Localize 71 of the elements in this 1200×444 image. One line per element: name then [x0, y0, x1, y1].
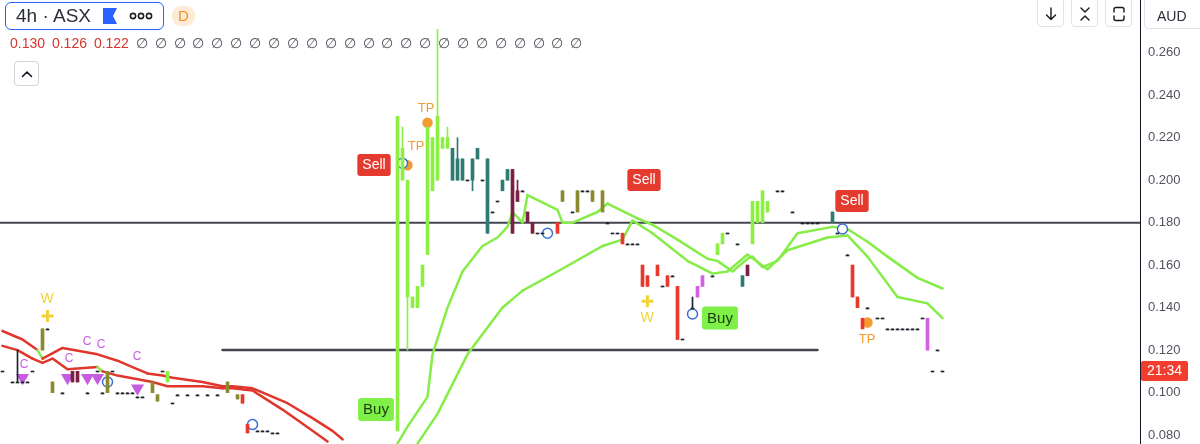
- y-tick-label: 0.140: [1148, 299, 1181, 315]
- annotation: Sell: [840, 192, 864, 209]
- candlestick: [815, 222, 820, 225]
- title-field: 4h · ASX: [5, 2, 164, 30]
- annotation: C: [82, 334, 92, 349]
- point: [81, 373, 94, 385]
- y-tick-label: 0.220: [1148, 129, 1181, 145]
- candlestick: [195, 394, 200, 397]
- candlestick: [175, 394, 180, 397]
- candlestick: [805, 222, 810, 225]
- unit-field: AUD: [1144, 0, 1200, 29]
- point: [91, 373, 104, 385]
- point: [836, 223, 849, 235]
- text: 0.130 0.126 0.122 ∅ ∅ ∅ ∅ ∅ ∅ ∅ ∅ ∅ ∅ ∅ ∅ ∅ ∅ ∅ ∅ ∅ ∅ ∅ ∅ ∅ ∅ ∅ ∅: [10, 35, 583, 51]
- candlestick: [670, 275, 675, 278]
- y-tick-label: 0.100: [1148, 384, 1181, 400]
- candlestick: [130, 392, 135, 395]
- candlestick: [585, 190, 590, 193]
- status-badge: D: [172, 6, 195, 26]
- y-tick-label: 0.240: [1148, 86, 1181, 102]
- y-tick-label: 0.080: [1148, 426, 1181, 442]
- annotation: C: [19, 357, 29, 372]
- candlestick: [100, 392, 105, 395]
- candlestick: [710, 275, 715, 278]
- candlestick: [605, 222, 610, 225]
- candlestick: [205, 394, 210, 397]
- candlestick: [780, 190, 785, 193]
- point: [40, 308, 55, 324]
- annotation: W: [40, 289, 55, 306]
- point: [131, 384, 144, 396]
- candlestick: [60, 392, 65, 395]
- candlestick: [260, 430, 265, 433]
- candlestick: [265, 430, 270, 433]
- candlestick: [865, 307, 870, 310]
- y-tick-label: 0.180: [1148, 214, 1181, 230]
- annotation: C: [64, 350, 74, 365]
- annotation: Sell: [362, 156, 386, 173]
- y-tick-label: 0.200: [1148, 171, 1181, 187]
- candlestick: [85, 392, 90, 395]
- candlestick: [800, 222, 805, 225]
- candlestick: [185, 394, 190, 397]
- candlestick: [580, 190, 585, 193]
- text: 21:34: [1147, 362, 1183, 379]
- y-tick-label: 0.120: [1148, 341, 1181, 357]
- annotation: C: [132, 349, 142, 364]
- y-axis-title: AUD: [1157, 8, 1187, 24]
- point: [16, 373, 29, 385]
- point: [422, 117, 433, 129]
- annotation: Buy: [707, 308, 734, 326]
- point: [246, 418, 259, 431]
- y-tick-label: 0.260: [1148, 44, 1181, 60]
- annotation: TP: [858, 330, 876, 346]
- annotation: TP: [407, 137, 425, 153]
- candlestick: [810, 222, 815, 225]
- annotation: TP: [417, 99, 435, 115]
- annotation: C: [96, 337, 106, 352]
- candlestick: [215, 394, 220, 397]
- y-tick-label: 0.160: [1148, 256, 1181, 272]
- point: [686, 308, 699, 320]
- annotation: Buy: [363, 400, 390, 418]
- chart-title: 4h · ASX: [16, 4, 91, 28]
- candlestick: [520, 190, 525, 193]
- candlestick: [775, 190, 780, 193]
- candlestick: [255, 430, 260, 433]
- annotation: W: [640, 308, 655, 325]
- candlestick: [125, 392, 130, 395]
- point: [541, 227, 554, 240]
- annotation: Sell: [632, 171, 656, 188]
- point: [640, 293, 655, 309]
- candlestick: [115, 392, 120, 395]
- candlestick: [120, 392, 125, 395]
